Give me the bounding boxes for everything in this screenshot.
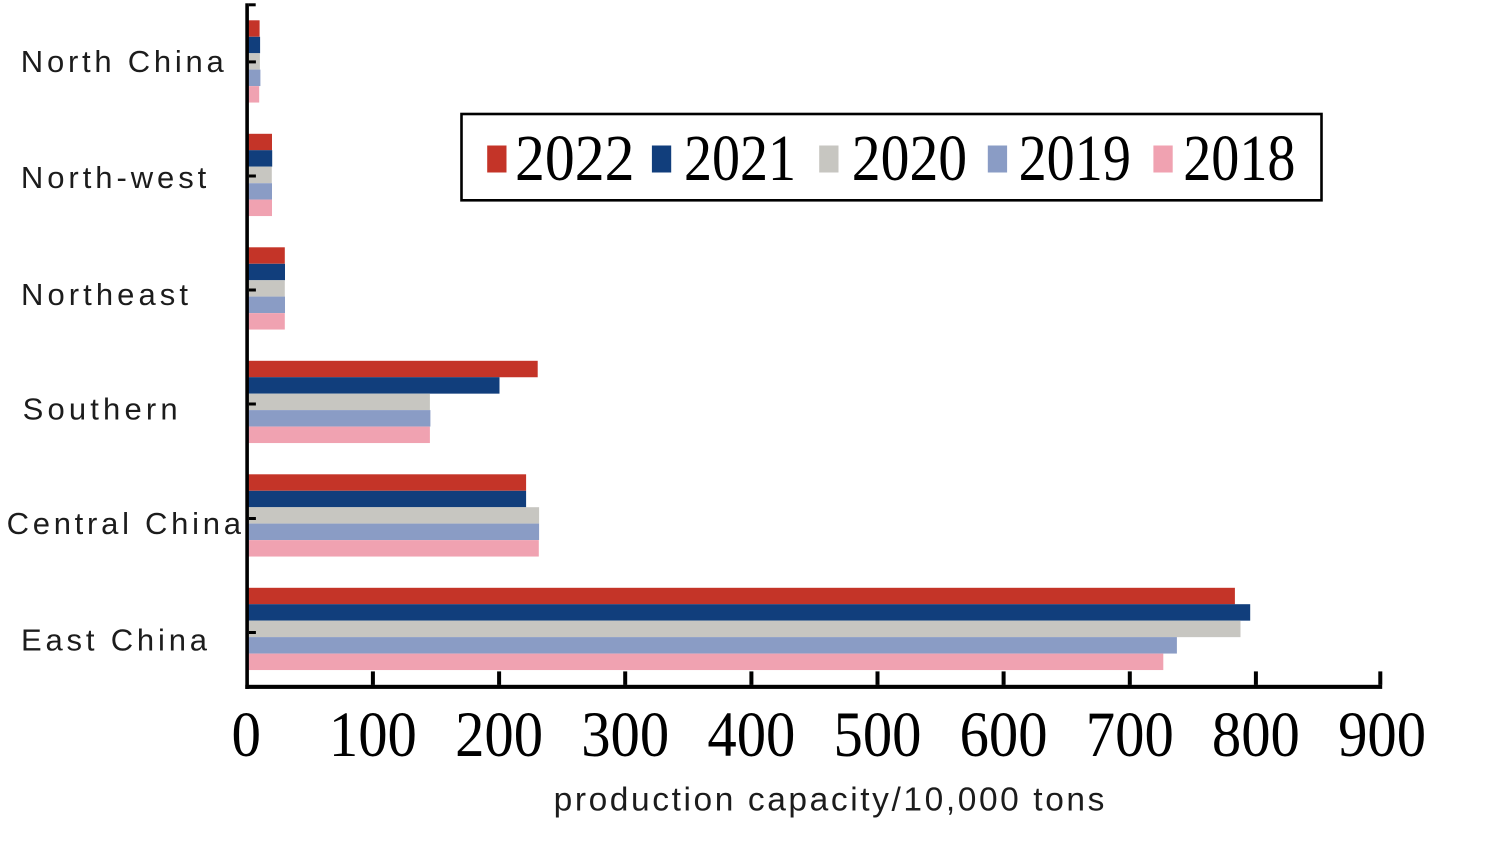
svg-text:900: 900 xyxy=(1338,699,1426,771)
svg-text:2021: 2021 xyxy=(684,122,796,195)
svg-text:Central China: Central China xyxy=(7,506,242,541)
svg-text:400: 400 xyxy=(707,699,795,771)
svg-text:2019: 2019 xyxy=(1019,122,1131,195)
svg-text:2018: 2018 xyxy=(1183,122,1295,195)
svg-text:100: 100 xyxy=(329,699,417,771)
svg-text:0: 0 xyxy=(232,699,262,771)
svg-text:200: 200 xyxy=(455,699,543,771)
svg-text:600: 600 xyxy=(960,699,1048,771)
svg-text:2022: 2022 xyxy=(515,122,635,195)
svg-text:500: 500 xyxy=(834,699,922,771)
svg-text:800: 800 xyxy=(1212,699,1300,771)
svg-text:North China: North China xyxy=(21,44,225,79)
svg-text:2020: 2020 xyxy=(852,122,967,195)
svg-text:300: 300 xyxy=(581,699,669,771)
svg-text:East China: East China xyxy=(21,623,208,658)
svg-text:700: 700 xyxy=(1086,699,1174,771)
svg-text:Northeast: Northeast xyxy=(21,277,188,312)
